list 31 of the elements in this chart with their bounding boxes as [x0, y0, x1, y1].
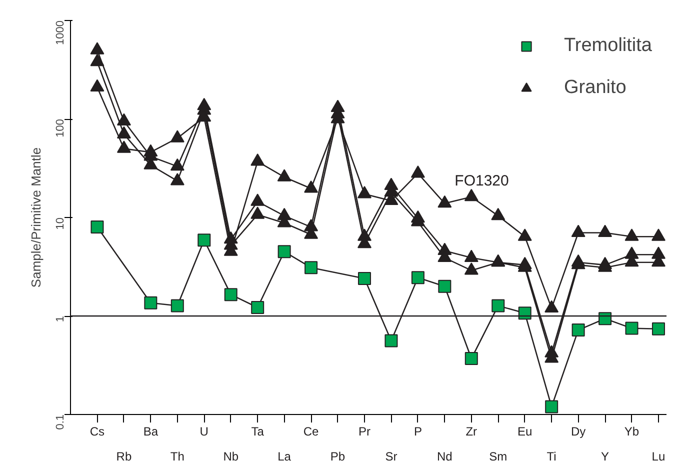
x-tick-label: Ba [143, 424, 158, 438]
x-tick-label: Pr [358, 424, 370, 438]
y-axis-title: Sample/Primitive Mantle [28, 147, 44, 288]
x-tick-label: Ta [251, 424, 264, 438]
x-tick-label: Th [170, 450, 184, 464]
x-tick-label: Ce [303, 424, 320, 438]
y-tick-label: 1 [54, 316, 66, 322]
x-tick-label: Dy [570, 424, 586, 438]
x-tick-label: Sr [385, 450, 398, 464]
x-tick-label: Ti [546, 450, 556, 464]
x-tick-label: Nb [223, 450, 239, 464]
annotation: FO1320 [454, 172, 509, 190]
x-tick-label: P [414, 424, 422, 438]
x-tick-label: Yb [624, 424, 640, 438]
x-tick-label: Pb [330, 450, 346, 464]
x-tick-label: Nd [437, 450, 452, 464]
x-tick-label: Sm [489, 450, 508, 464]
x-tick-label: La [278, 450, 292, 464]
x-tick-label: Y [601, 450, 610, 464]
y-tick-label: 1000 [54, 20, 66, 45]
y-tick-label: 100 [54, 118, 66, 138]
x-tick-label: Lu [652, 450, 666, 464]
x-tick-label: U [200, 424, 208, 438]
legend-label: Tremolitita [564, 35, 652, 57]
y-tick-label: 10 [54, 217, 66, 230]
x-tick-label: Eu [518, 424, 532, 438]
x-tick-label: Rb [116, 450, 132, 464]
y-tick-label: 0.1 [54, 414, 66, 430]
x-tick-label: Zr [466, 424, 478, 438]
x-tick-label: Cs [90, 424, 105, 438]
legend-label: Granito [564, 77, 626, 99]
